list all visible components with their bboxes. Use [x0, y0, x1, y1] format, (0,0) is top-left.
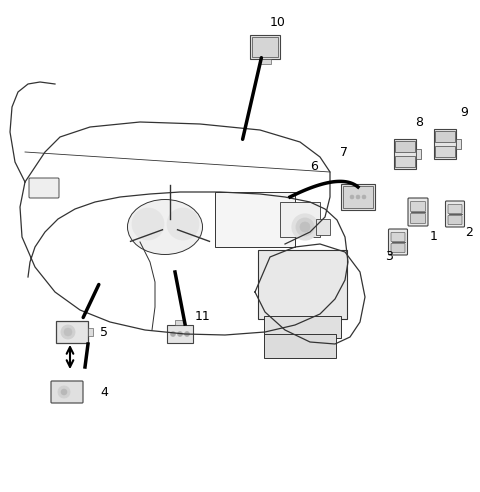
- Circle shape: [61, 389, 67, 395]
- FancyBboxPatch shape: [341, 184, 375, 210]
- Text: 4: 4: [100, 386, 108, 399]
- FancyBboxPatch shape: [175, 320, 185, 325]
- Text: 7: 7: [340, 146, 348, 158]
- FancyBboxPatch shape: [252, 37, 278, 57]
- FancyBboxPatch shape: [343, 186, 373, 208]
- Circle shape: [184, 332, 190, 337]
- Text: 8: 8: [415, 116, 423, 128]
- FancyBboxPatch shape: [29, 178, 59, 198]
- Circle shape: [61, 325, 75, 339]
- Circle shape: [362, 195, 366, 199]
- FancyBboxPatch shape: [391, 244, 405, 252]
- FancyBboxPatch shape: [391, 233, 405, 242]
- FancyBboxPatch shape: [88, 328, 93, 336]
- Circle shape: [132, 208, 164, 240]
- Text: 1: 1: [430, 230, 438, 244]
- Text: 11: 11: [195, 310, 211, 324]
- FancyBboxPatch shape: [395, 141, 415, 152]
- Circle shape: [170, 332, 176, 337]
- FancyBboxPatch shape: [259, 59, 271, 64]
- FancyBboxPatch shape: [167, 325, 193, 343]
- FancyBboxPatch shape: [410, 214, 425, 223]
- FancyBboxPatch shape: [448, 215, 462, 224]
- Circle shape: [58, 386, 70, 398]
- FancyBboxPatch shape: [51, 381, 83, 403]
- FancyBboxPatch shape: [215, 192, 295, 247]
- FancyBboxPatch shape: [250, 35, 280, 59]
- FancyBboxPatch shape: [395, 156, 415, 167]
- Text: 9: 9: [460, 105, 468, 119]
- Circle shape: [300, 222, 310, 232]
- FancyBboxPatch shape: [258, 250, 347, 319]
- FancyBboxPatch shape: [408, 198, 428, 226]
- Circle shape: [178, 332, 182, 337]
- Circle shape: [292, 214, 318, 240]
- Text: 6: 6: [310, 160, 318, 174]
- FancyBboxPatch shape: [394, 139, 416, 169]
- FancyBboxPatch shape: [456, 139, 461, 149]
- FancyBboxPatch shape: [445, 201, 465, 227]
- Circle shape: [64, 328, 72, 336]
- FancyBboxPatch shape: [435, 146, 455, 157]
- Text: 3: 3: [385, 250, 393, 264]
- FancyBboxPatch shape: [410, 202, 425, 212]
- FancyBboxPatch shape: [264, 334, 336, 358]
- FancyBboxPatch shape: [280, 202, 320, 237]
- Circle shape: [350, 195, 354, 199]
- Text: 2: 2: [465, 225, 473, 239]
- Ellipse shape: [128, 199, 203, 254]
- Text: 10: 10: [270, 16, 286, 29]
- FancyBboxPatch shape: [56, 321, 88, 343]
- FancyBboxPatch shape: [416, 149, 421, 159]
- FancyBboxPatch shape: [316, 219, 330, 235]
- Text: 5: 5: [100, 326, 108, 338]
- FancyBboxPatch shape: [448, 205, 462, 214]
- FancyBboxPatch shape: [264, 316, 341, 338]
- FancyBboxPatch shape: [388, 229, 408, 255]
- Circle shape: [162, 219, 178, 235]
- FancyBboxPatch shape: [434, 129, 456, 159]
- Circle shape: [356, 195, 360, 199]
- Circle shape: [167, 208, 199, 240]
- Circle shape: [296, 218, 314, 236]
- FancyBboxPatch shape: [435, 131, 455, 142]
